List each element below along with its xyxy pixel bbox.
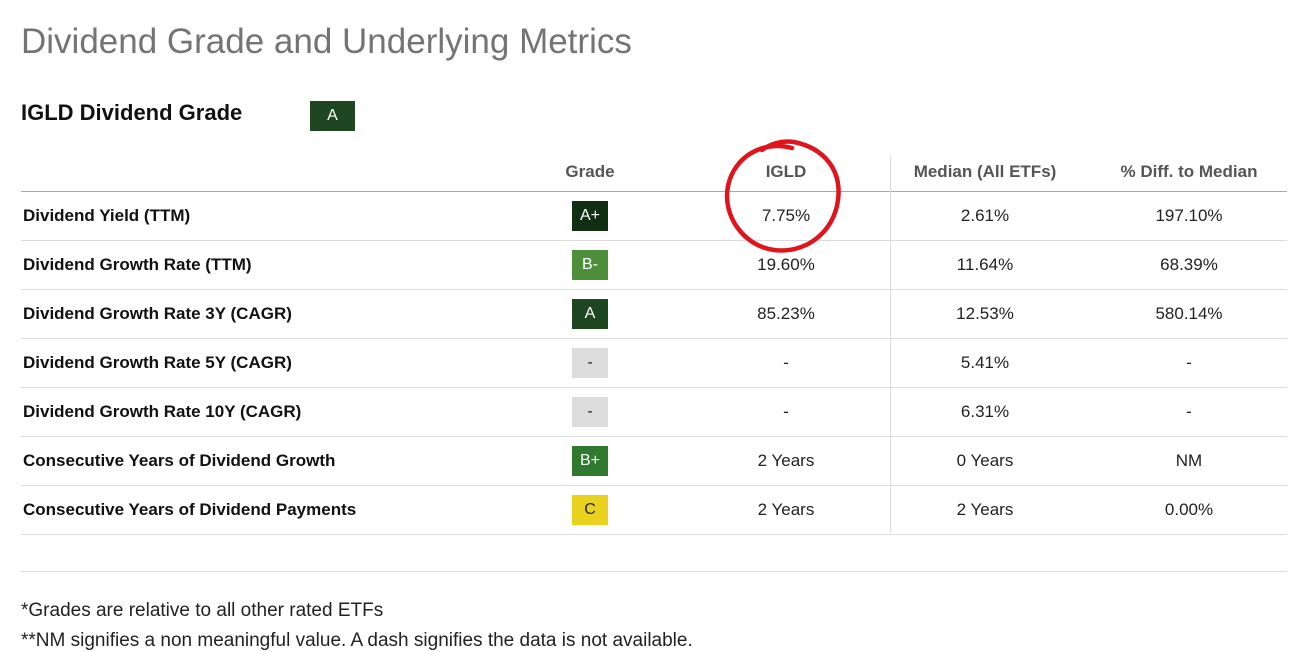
header-median: Median (All ETFs) bbox=[913, 161, 1057, 181]
diff-value: 580.14% bbox=[1155, 304, 1223, 323]
table-row: Dividend Growth Rate (TTM) B- 19.60% 11.… bbox=[21, 241, 1287, 290]
igld-value: 2 Years bbox=[757, 451, 815, 470]
igld-value: - bbox=[783, 353, 789, 372]
median-value: 5.41% bbox=[960, 353, 1010, 372]
median-value: 12.53% bbox=[956, 304, 1014, 323]
igld-value: 2 Years bbox=[757, 500, 815, 519]
table-row: Dividend Growth Rate 3Y (CAGR) A 85.23% … bbox=[21, 290, 1287, 339]
table-row: Dividend Growth Rate 10Y (CAGR) - - 6.31… bbox=[21, 388, 1287, 437]
footer-divider bbox=[21, 571, 1287, 572]
median-value: 0 Years bbox=[956, 451, 1014, 470]
footnote-nm-dash: **NM signifies a non meaningful value. A… bbox=[21, 630, 693, 651]
igld-value: 85.23% bbox=[757, 304, 815, 323]
median-value: 2 Years bbox=[956, 500, 1014, 519]
median-value: 2.61% bbox=[960, 206, 1010, 225]
header-diff-to-median: % Diff. to Median bbox=[1120, 161, 1258, 181]
diff-value: - bbox=[1186, 353, 1192, 372]
diff-value: NM bbox=[1175, 451, 1203, 470]
grade-badge: B+ bbox=[572, 446, 608, 476]
grade-badge: A bbox=[572, 299, 608, 329]
igld-value: - bbox=[783, 402, 789, 421]
overall-grade-badge: A bbox=[310, 101, 355, 131]
table-row: Consecutive Years of Dividend Payments C… bbox=[21, 486, 1287, 535]
grade-badge: B- bbox=[572, 250, 608, 280]
igld-value: 19.60% bbox=[757, 255, 815, 274]
table-header: Grade IGLD Median (All ETFs) % Diff. to … bbox=[21, 152, 1287, 192]
metric-label: Dividend Growth Rate (TTM) bbox=[23, 255, 252, 274]
igld-value: 7.75% bbox=[761, 206, 811, 225]
header-grade: Grade bbox=[565, 161, 615, 181]
median-value: 11.64% bbox=[956, 255, 1014, 274]
grade-badge: - bbox=[572, 348, 608, 378]
metric-label: Dividend Growth Rate 10Y (CAGR) bbox=[23, 402, 302, 421]
column-divider bbox=[890, 155, 891, 533]
page-title: Dividend Grade and Underlying Metrics bbox=[21, 22, 632, 61]
metric-label: Dividend Growth Rate 5Y (CAGR) bbox=[23, 353, 292, 372]
grade-badge: A+ bbox=[572, 201, 608, 231]
table-row: Dividend Growth Rate 5Y (CAGR) - - 5.41%… bbox=[21, 339, 1287, 388]
median-value: 6.31% bbox=[960, 402, 1010, 421]
footnote-grades: *Grades are relative to all other rated … bbox=[21, 600, 384, 621]
metric-label: Consecutive Years of Dividend Growth bbox=[23, 451, 336, 470]
diff-value: 68.39% bbox=[1160, 255, 1218, 274]
grade-badge: C bbox=[572, 495, 608, 525]
header-igld: IGLD bbox=[765, 161, 807, 181]
diff-value: 197.10% bbox=[1155, 206, 1223, 225]
metric-label: Dividend Yield (TTM) bbox=[23, 206, 191, 225]
diff-value: 0.00% bbox=[1164, 500, 1214, 519]
dividend-grade-heading: IGLD Dividend Grade bbox=[21, 100, 243, 125]
metric-label: Dividend Growth Rate 3Y (CAGR) bbox=[23, 304, 292, 323]
dividend-metrics-table: Grade IGLD Median (All ETFs) % Diff. to … bbox=[21, 152, 1287, 535]
metric-label: Consecutive Years of Dividend Payments bbox=[23, 500, 357, 519]
table-row: Consecutive Years of Dividend Growth B+ … bbox=[21, 437, 1287, 486]
grade-badge: - bbox=[572, 397, 608, 427]
diff-value: - bbox=[1186, 402, 1192, 421]
table-row: Dividend Yield (TTM) A+ 7.75% 2.61% 197.… bbox=[21, 192, 1287, 241]
